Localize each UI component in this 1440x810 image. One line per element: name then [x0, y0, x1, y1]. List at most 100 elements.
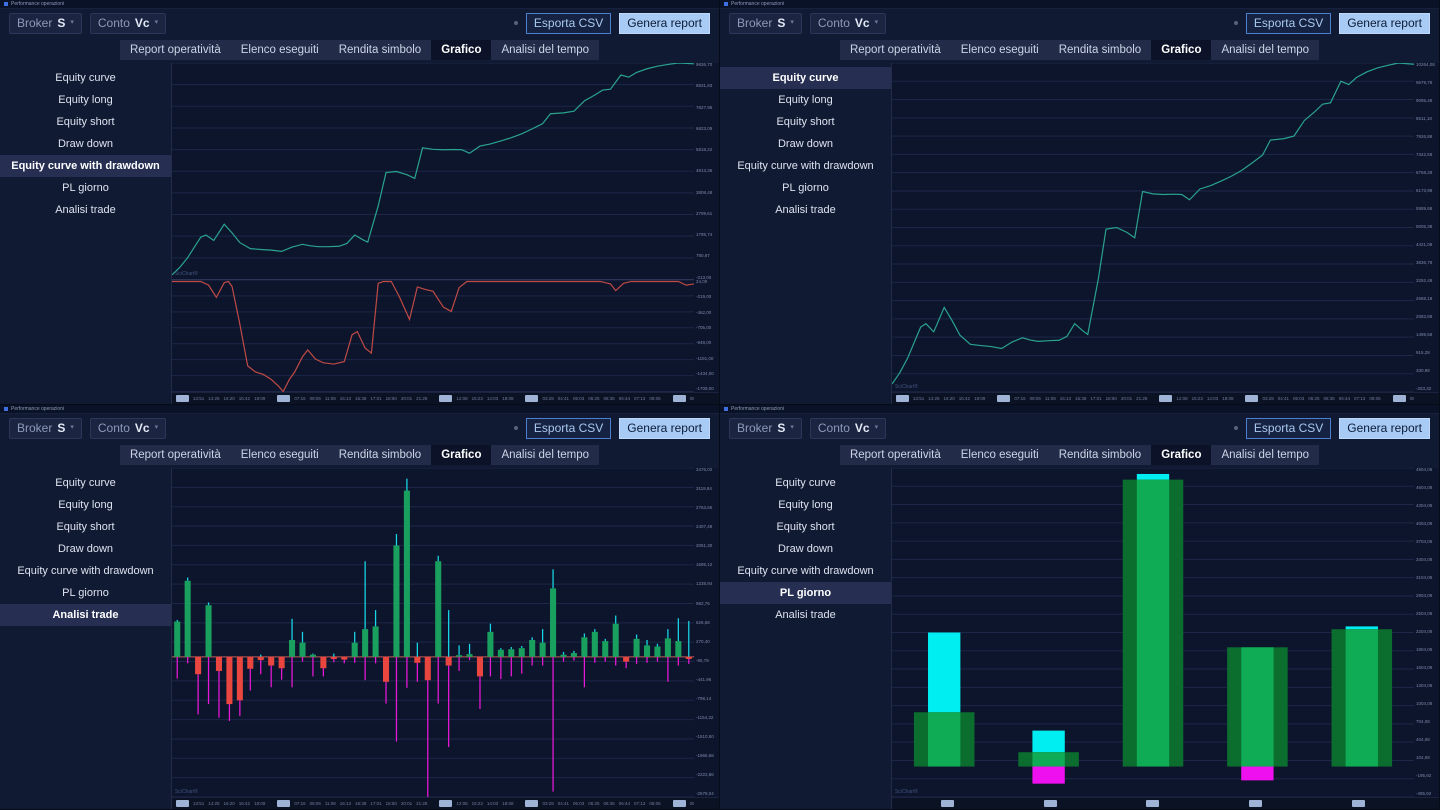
tab-report-operativit[interactable]: Report operatività: [849, 449, 941, 461]
x-axis-time-label: 06:44: [618, 801, 631, 806]
x-axis-time-label: 16:42: [238, 396, 251, 401]
x-axis-time-label: 16:38: [355, 396, 367, 401]
x-axis-date-box: [176, 800, 189, 807]
y-axis-tick: 2083,88: [1416, 314, 1433, 320]
window-title: Performance operazioni: [731, 406, 785, 412]
sidebar-item-pl-giorno[interactable]: PL giorno: [62, 587, 109, 599]
tab-analisi-del-tempo[interactable]: Analisi del tempo: [1221, 449, 1310, 461]
sidebar-item-equity-long[interactable]: Equity long: [778, 499, 833, 511]
esporta-csv-button[interactable]: Esporta CSV: [525, 417, 612, 439]
esporta-csv-button[interactable]: Esporta CSV: [525, 12, 612, 34]
window-title: Performance operazioni: [731, 1, 785, 7]
chart-plot[interactable]: SciChart®: [892, 468, 1414, 797]
y-axis-tick: 1604,08: [1416, 665, 1433, 671]
sidebar-item-equity-long[interactable]: Equity long: [58, 499, 113, 511]
sidebar-item-equity-curve-with-drawdown[interactable]: Equity curve with drawdown: [737, 565, 874, 577]
tab-analisi-del-tempo[interactable]: Analisi del tempo: [1221, 44, 1310, 56]
chart-panel-trade-bars[interactable]: SciChart®: [172, 468, 694, 797]
chart-panel-equity[interactable]: SciChart®: [892, 63, 1414, 392]
sidebar-item-equity-curve-with-drawdown[interactable]: Equity curve with drawdown: [17, 565, 154, 577]
tab-analisi-del-tempo[interactable]: Analisi del tempo: [501, 44, 590, 56]
y-axis-tick: -1709,00: [696, 386, 714, 392]
chart-panel-drawdown[interactable]: [172, 279, 694, 392]
tab-report-operativit[interactable]: Report operatività: [129, 449, 221, 461]
chart-plot[interactable]: SciChart®: [172, 63, 694, 392]
sidebar-item-equity-short[interactable]: Equity short: [776, 521, 835, 533]
sidebar-item-equity-short[interactable]: Equity short: [776, 116, 835, 128]
tab-report-operativit[interactable]: Report operatività: [129, 44, 221, 56]
broker-value: S: [57, 421, 66, 435]
broker-dropdown[interactable]: Broker S ▾: [9, 417, 82, 439]
sidebar-item-pl-giorno[interactable]: PL giorno: [720, 582, 891, 604]
tab-rendita-simbolo[interactable]: Rendita simbolo: [1058, 449, 1142, 461]
chevron-down-icon: ▾: [154, 19, 159, 26]
sidebar-item-equity-long[interactable]: Equity long: [778, 94, 833, 106]
tab-grafico[interactable]: Grafico: [1151, 40, 1212, 60]
tab-grafico[interactable]: Grafico: [431, 40, 492, 60]
x-axis-time-label: 06:25: [1308, 396, 1320, 401]
sidebar-item-equity-curve[interactable]: Equity curve: [55, 477, 116, 489]
sidebar-item-equity-curve[interactable]: Equity curve: [775, 477, 836, 489]
tab-elenco-eseguiti[interactable]: Elenco eseguiti: [960, 449, 1039, 461]
y-axis-tick: -85,78: [696, 657, 709, 663]
chart-panel-daily-bars[interactable]: SciChart®: [892, 468, 1414, 797]
sidebar-item-draw-down[interactable]: Draw down: [57, 543, 114, 555]
sidebar-item-equity-short[interactable]: Equity short: [56, 521, 115, 533]
genera-report-button[interactable]: Genera report: [1339, 12, 1430, 34]
tab-rendita-simbolo[interactable]: Rendita simbolo: [1058, 44, 1142, 56]
sidebar-item-equity-curve[interactable]: Equity curve: [720, 67, 891, 89]
broker-dropdown[interactable]: Broker S ▾: [729, 417, 802, 439]
sidebar-item-equity-curve[interactable]: Equity curve: [55, 72, 116, 84]
sidebar-item-pl-giorno[interactable]: PL giorno: [782, 182, 829, 194]
x-axis-time-label: 14:25: [208, 396, 220, 401]
sidebar-item-equity-curve-with-drawdown[interactable]: Equity curve with drawdown: [737, 160, 874, 172]
x-axis-time-label: 14:25: [928, 396, 940, 401]
sidebar-item-equity-curve-with-drawdown[interactable]: Equity curve with drawdown: [0, 155, 171, 177]
y-axis-tick: -2579,04: [696, 791, 714, 797]
y-axis-tick: -948,00: [696, 340, 712, 346]
chart-plot[interactable]: SciChart®: [172, 468, 694, 797]
sidebar-item-draw-down[interactable]: Draw down: [777, 543, 834, 555]
sidebar-item-analisi-trade[interactable]: Analisi trade: [0, 604, 171, 626]
y-axis-tick: 2763,66: [696, 505, 713, 511]
conto-dropdown[interactable]: Conto Vc ▾: [89, 417, 167, 439]
conto-dropdown[interactable]: Conto Vc ▾: [809, 417, 887, 439]
conto-dropdown[interactable]: Conto Vc ▾: [89, 12, 167, 34]
sidebar-item-analisi-trade[interactable]: Analisi trade: [775, 204, 836, 216]
genera-report-button[interactable]: Genera report: [619, 417, 710, 439]
window-body: Equity curve Equity long Equity short Draw …: [720, 467, 1439, 809]
esporta-csv-button[interactable]: Esporta CSV: [1245, 417, 1332, 439]
tab-rendita-simbolo[interactable]: Rendita simbolo: [338, 44, 422, 56]
sidebar-item-draw-down[interactable]: Draw down: [57, 138, 114, 150]
y-axis-tick: 330,98: [1416, 368, 1430, 374]
y-axis-tick: 2804,08: [1416, 593, 1433, 599]
y-axis-tick: 8511,18: [1416, 116, 1432, 122]
genera-report-button[interactable]: Genera report: [619, 12, 710, 34]
x-axis-group: 03:28 04:41 06:03 06:25 06:36 06:44 07:13 08:06: [1245, 395, 1381, 402]
tab-rendita-simbolo[interactable]: Rendita simbolo: [338, 449, 422, 461]
tab-analisi-del-tempo[interactable]: Analisi del tempo: [501, 449, 590, 461]
tab-elenco-eseguiti[interactable]: Elenco eseguiti: [960, 44, 1039, 56]
conto-dropdown[interactable]: Conto Vc ▾: [809, 12, 887, 34]
tab-elenco-eseguiti[interactable]: Elenco eseguiti: [240, 44, 319, 56]
broker-dropdown[interactable]: Broker S ▾: [729, 12, 802, 34]
x-axis-time-label: 12:08: [456, 801, 468, 806]
sidebar-item-draw-down[interactable]: Draw down: [777, 138, 834, 150]
sidebar-item-equity-long[interactable]: Equity long: [58, 94, 113, 106]
sidebar-item-pl-giorno[interactable]: PL giorno: [62, 182, 109, 194]
y-axis-tick: 704,08: [1416, 719, 1430, 725]
sidebar-item-analisi-trade[interactable]: Analisi trade: [775, 609, 836, 621]
tab-elenco-eseguiti[interactable]: Elenco eseguiti: [240, 449, 319, 461]
x-axis-time-label: 17:01: [370, 801, 382, 806]
tab-report-operativit[interactable]: Report operatività: [849, 44, 941, 56]
chart-panel-equity[interactable]: SciChart®: [172, 63, 694, 279]
esporta-csv-button[interactable]: Esporta CSV: [1245, 12, 1332, 34]
chart-plot[interactable]: SciChart®: [892, 63, 1414, 392]
sidebar-item-analisi-trade[interactable]: Analisi trade: [55, 204, 116, 216]
tab-grafico[interactable]: Grafico: [431, 445, 492, 465]
tab-grafico[interactable]: Grafico: [1151, 445, 1212, 465]
sidebar-item-equity-short[interactable]: Equity short: [56, 116, 115, 128]
chart-axis-corner: [1414, 797, 1439, 809]
genera-report-button[interactable]: Genera report: [1339, 417, 1430, 439]
broker-dropdown[interactable]: Broker S ▾: [9, 12, 82, 34]
